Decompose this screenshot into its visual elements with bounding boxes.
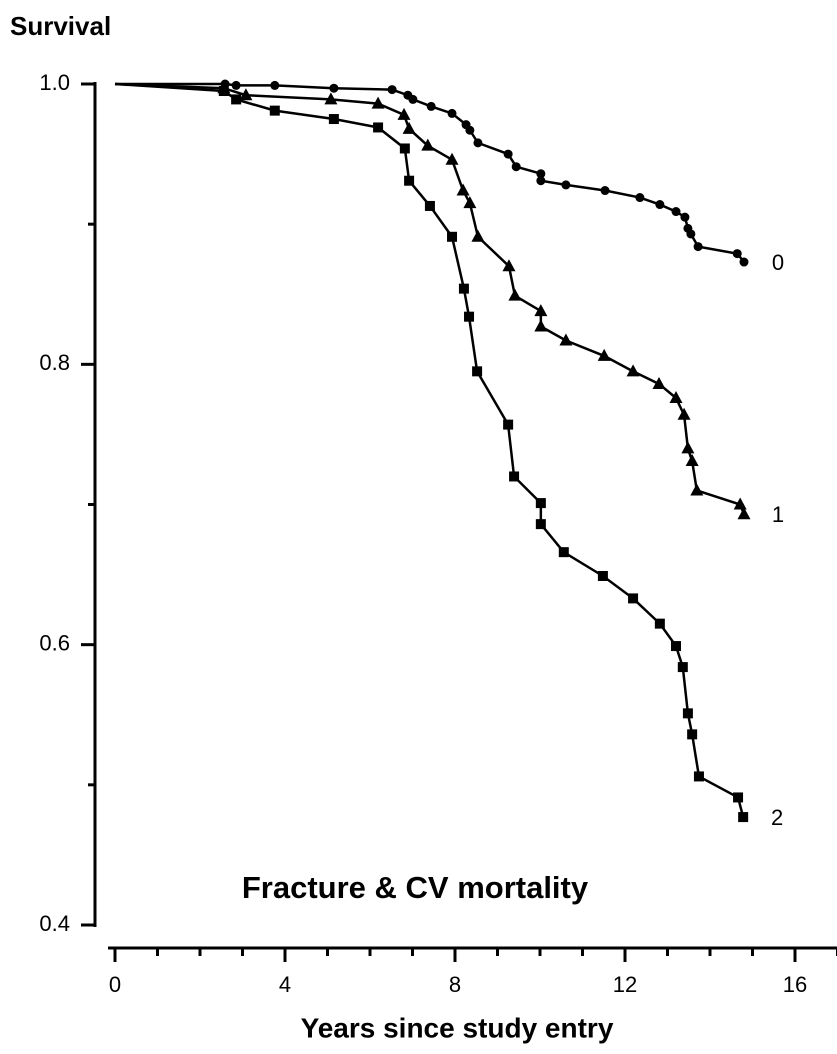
marker [536,176,546,186]
marker [534,304,548,317]
x-tick-label: 12 [613,972,637,997]
marker [471,229,485,242]
x-tick-label: 4 [279,972,291,997]
series-label: 0 [772,250,784,275]
marker [399,143,410,154]
y-tick-label: 0.4 [39,911,70,936]
marker [511,162,521,172]
marker [503,419,514,430]
marker [600,186,610,196]
y-tick-label: 0.6 [39,630,70,655]
marker [329,83,339,93]
marker [690,483,704,496]
marker [693,771,704,782]
annotation: Fracture & CV mortality [242,870,589,905]
marker [456,183,470,196]
marker [463,196,477,209]
marker [671,207,681,217]
marker [502,259,516,272]
marker [558,547,569,558]
marker [739,257,749,267]
marker [503,149,513,159]
marker [733,792,744,803]
marker [535,519,546,530]
series-label: 1 [772,502,784,527]
marker [693,242,703,252]
marker [652,376,666,389]
marker [680,212,690,222]
marker [371,96,385,109]
marker [597,570,608,581]
marker [626,364,640,377]
marker [408,94,418,104]
marker [534,319,548,332]
marker [472,366,483,377]
marker [559,333,573,346]
marker [536,169,546,179]
series-label: 2 [771,805,783,830]
marker [508,288,522,301]
y-tick-label: 0.8 [39,350,70,375]
marker [465,125,475,135]
marker [732,249,742,259]
marker [733,497,747,510]
marker [671,641,681,652]
x-tick-label: 16 [783,972,807,997]
marker [737,507,751,520]
marker [677,407,691,420]
marker [328,114,339,125]
marker [445,152,459,165]
marker [387,85,397,95]
marker [654,618,665,629]
marker [404,175,415,186]
marker [373,122,384,133]
x-axis-label: Years since study entry [301,1012,614,1043]
marker [231,94,242,105]
marker [269,105,280,116]
marker [421,138,435,151]
marker [561,180,571,190]
marker [686,229,696,239]
marker [218,86,229,97]
marker [687,729,698,740]
marker [677,662,688,673]
marker [426,101,436,111]
marker [682,708,693,719]
marker [738,812,749,823]
marker [324,92,338,105]
marker [402,121,416,134]
marker [655,200,665,210]
chart-title: Survival [10,11,111,41]
marker [473,138,483,148]
marker [669,390,683,403]
marker [509,471,520,482]
x-tick-label: 8 [449,972,461,997]
marker [458,283,469,294]
marker [628,593,639,604]
marker [464,311,475,322]
y-tick-label: 1.0 [39,70,70,95]
marker [447,231,458,242]
marker [231,80,241,90]
marker [447,108,457,118]
marker [685,454,699,467]
marker [635,193,645,203]
marker [535,498,546,509]
marker [424,200,435,211]
marker [270,80,280,90]
marker [597,348,611,361]
series-line [115,82,745,263]
marker [681,441,695,454]
x-tick-label: 0 [109,972,121,997]
series-line [114,82,745,818]
marker [239,88,253,101]
marker [397,107,411,120]
